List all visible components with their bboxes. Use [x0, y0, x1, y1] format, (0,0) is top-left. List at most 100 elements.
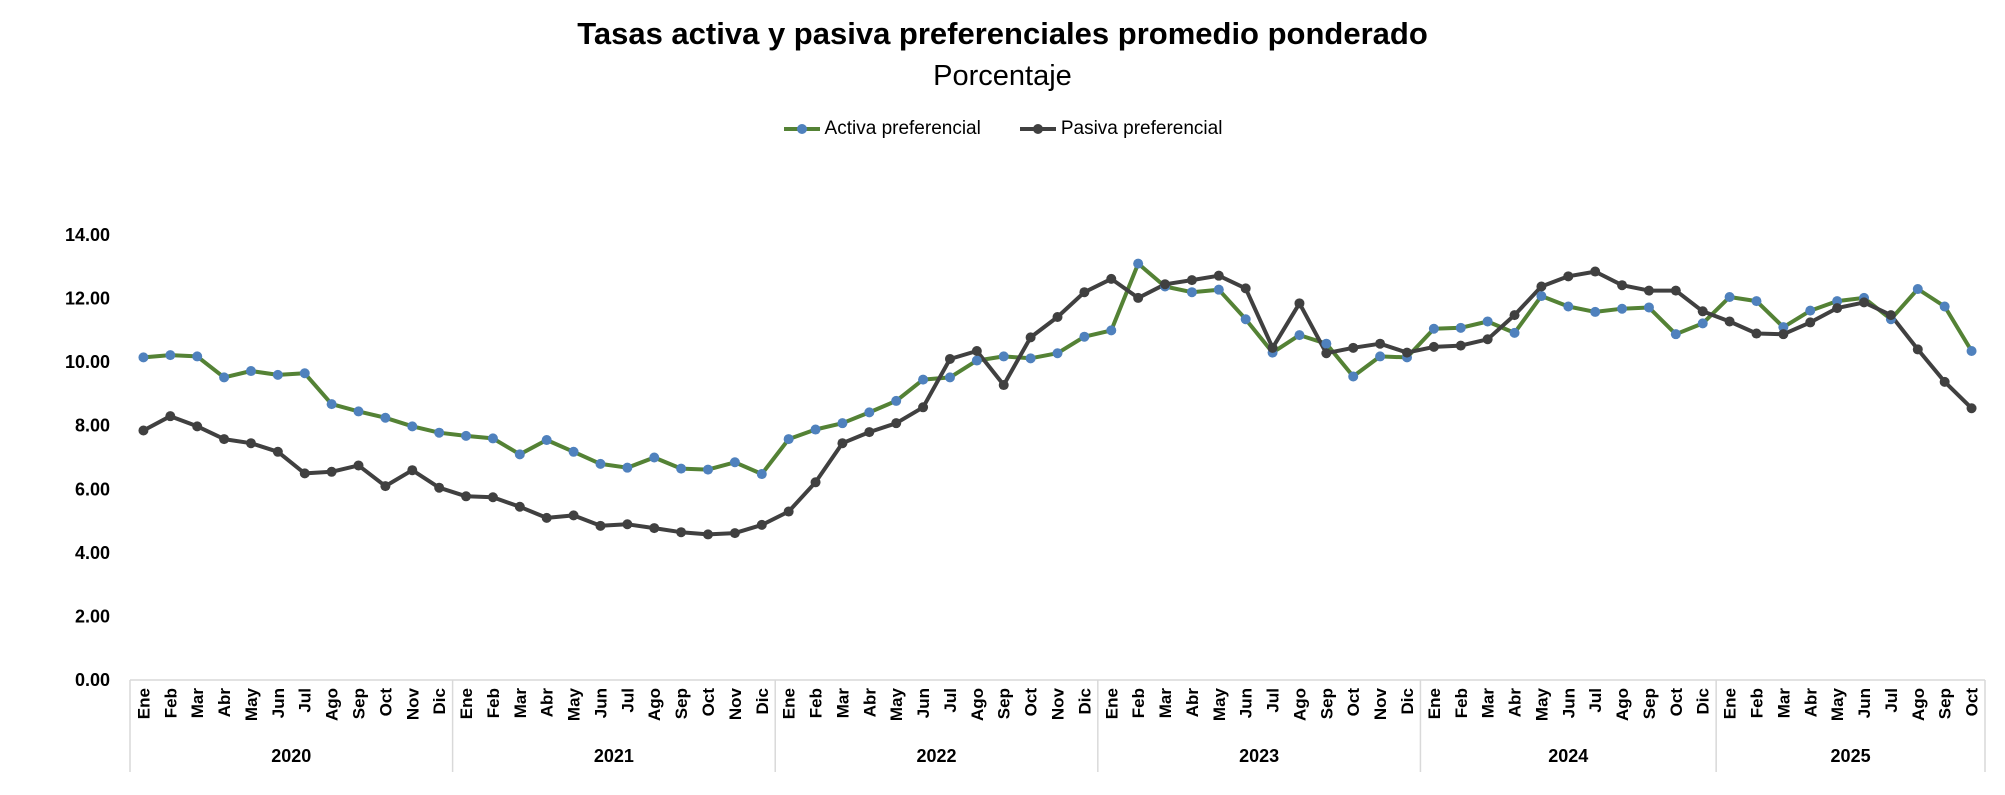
data-point-pasiva	[1724, 316, 1735, 327]
data-point-activa	[729, 457, 740, 468]
x-tick-label: Feb	[1747, 688, 1766, 718]
data-point-pasiva	[1213, 270, 1224, 281]
data-point-activa	[1805, 305, 1816, 316]
data-point-pasiva	[944, 353, 955, 364]
y-tick-label: 6.00	[75, 479, 110, 499]
x-tick-label: Nov	[726, 687, 745, 720]
x-tick-label: Nov	[1049, 687, 1068, 720]
y-tick-label: 12.00	[65, 289, 110, 309]
x-tick-label: Abr	[1506, 688, 1525, 718]
data-point-pasiva	[595, 520, 606, 531]
y-tick-label: 8.00	[75, 416, 110, 436]
legend-item-pasiva: Pasiva preferencial	[1019, 118, 1223, 140]
data-point-pasiva	[487, 492, 498, 503]
data-point-pasiva	[1536, 281, 1547, 292]
data-point-pasiva	[837, 438, 848, 449]
x-tick-label: Ago	[1290, 688, 1309, 721]
legend-swatch-pasiva-icon	[1019, 124, 1056, 134]
data-point-activa	[1348, 371, 1359, 382]
data-point-activa	[1213, 284, 1224, 295]
data-point-pasiva	[1482, 334, 1493, 345]
data-point-activa	[756, 469, 767, 480]
data-point-pasiva	[245, 438, 256, 449]
data-point-activa	[783, 434, 794, 445]
x-tick-label: Ene	[780, 688, 799, 719]
x-tick-label: Ene	[1425, 688, 1444, 719]
x-tick-label: Mar	[188, 688, 207, 719]
legend-label-pasiva: Pasiva preferencial	[1060, 118, 1223, 139]
x-tick-label: Mar	[833, 688, 852, 719]
data-point-pasiva	[971, 346, 982, 357]
data-point-activa	[1509, 327, 1520, 338]
data-point-activa	[1428, 323, 1439, 334]
data-point-activa	[514, 449, 525, 460]
data-point-activa	[407, 421, 418, 432]
data-point-pasiva	[1428, 341, 1439, 352]
x-tick-label: Jun	[1855, 688, 1874, 718]
data-point-pasiva	[1079, 287, 1090, 298]
data-point-activa	[1079, 331, 1090, 342]
data-point-activa	[219, 372, 230, 383]
data-point-activa	[541, 435, 552, 446]
x-tick-label: May	[1210, 687, 1229, 721]
data-point-activa	[1133, 258, 1144, 269]
x-tick-label: Feb	[1452, 688, 1471, 718]
data-point-activa	[810, 424, 821, 435]
data-point-pasiva	[918, 402, 929, 413]
data-point-pasiva	[1321, 348, 1332, 359]
data-point-activa	[971, 355, 982, 366]
x-tick-label: Ene	[1721, 688, 1740, 719]
data-point-pasiva	[1670, 285, 1681, 296]
y-tick-label: 10.00	[65, 352, 110, 372]
data-point-pasiva	[756, 519, 767, 530]
data-point-pasiva	[1052, 312, 1063, 323]
x-tick-label: Abr	[538, 688, 557, 718]
data-point-activa	[1778, 322, 1789, 333]
data-point-pasiva	[165, 411, 176, 422]
data-point-pasiva	[810, 477, 821, 488]
data-point-activa	[192, 351, 203, 362]
x-tick-label: Abr	[860, 688, 879, 718]
x-tick-label: Jul	[941, 688, 960, 713]
data-point-activa	[326, 399, 337, 410]
data-point-pasiva	[891, 418, 902, 429]
year-label: 2021	[594, 746, 634, 766]
data-point-activa	[272, 369, 283, 380]
year-label: 2024	[1548, 746, 1588, 766]
x-tick-label: Oct	[1667, 688, 1686, 717]
x-tick-label: Jul	[1264, 688, 1283, 713]
data-point-pasiva	[219, 434, 230, 445]
data-point-pasiva	[1294, 298, 1305, 309]
data-point-pasiva	[1025, 332, 1036, 343]
data-point-pasiva	[192, 421, 203, 432]
x-tick-label: Sep	[1317, 688, 1336, 719]
data-point-pasiva	[1267, 342, 1278, 353]
data-point-activa	[1106, 325, 1117, 336]
data-point-pasiva	[1643, 285, 1654, 296]
data-point-pasiva	[299, 468, 310, 479]
x-tick-label: Dic	[753, 688, 772, 714]
data-point-pasiva	[353, 460, 364, 471]
y-tick-label: 2.00	[75, 606, 110, 626]
data-point-activa	[353, 406, 364, 417]
data-point-activa	[380, 412, 391, 423]
data-point-pasiva	[998, 380, 1009, 391]
data-point-pasiva	[380, 481, 391, 492]
x-tick-label: May	[887, 687, 906, 721]
data-point-pasiva	[864, 427, 875, 438]
y-tick-label: 4.00	[75, 543, 110, 563]
data-point-pasiva	[272, 446, 283, 457]
x-tick-label: Ene	[1102, 688, 1121, 719]
x-tick-label: Jul	[296, 688, 315, 713]
data-point-activa	[998, 351, 1009, 362]
y-tick-label: 14.00	[65, 225, 110, 245]
data-point-activa	[138, 352, 149, 363]
data-point-pasiva	[1859, 297, 1870, 308]
data-point-activa	[461, 430, 472, 441]
data-point-activa	[245, 366, 256, 377]
data-point-activa	[1697, 318, 1708, 329]
data-point-pasiva	[568, 510, 579, 521]
x-tick-label: Feb	[161, 688, 180, 718]
data-point-activa	[891, 395, 902, 406]
data-point-activa	[568, 446, 579, 457]
